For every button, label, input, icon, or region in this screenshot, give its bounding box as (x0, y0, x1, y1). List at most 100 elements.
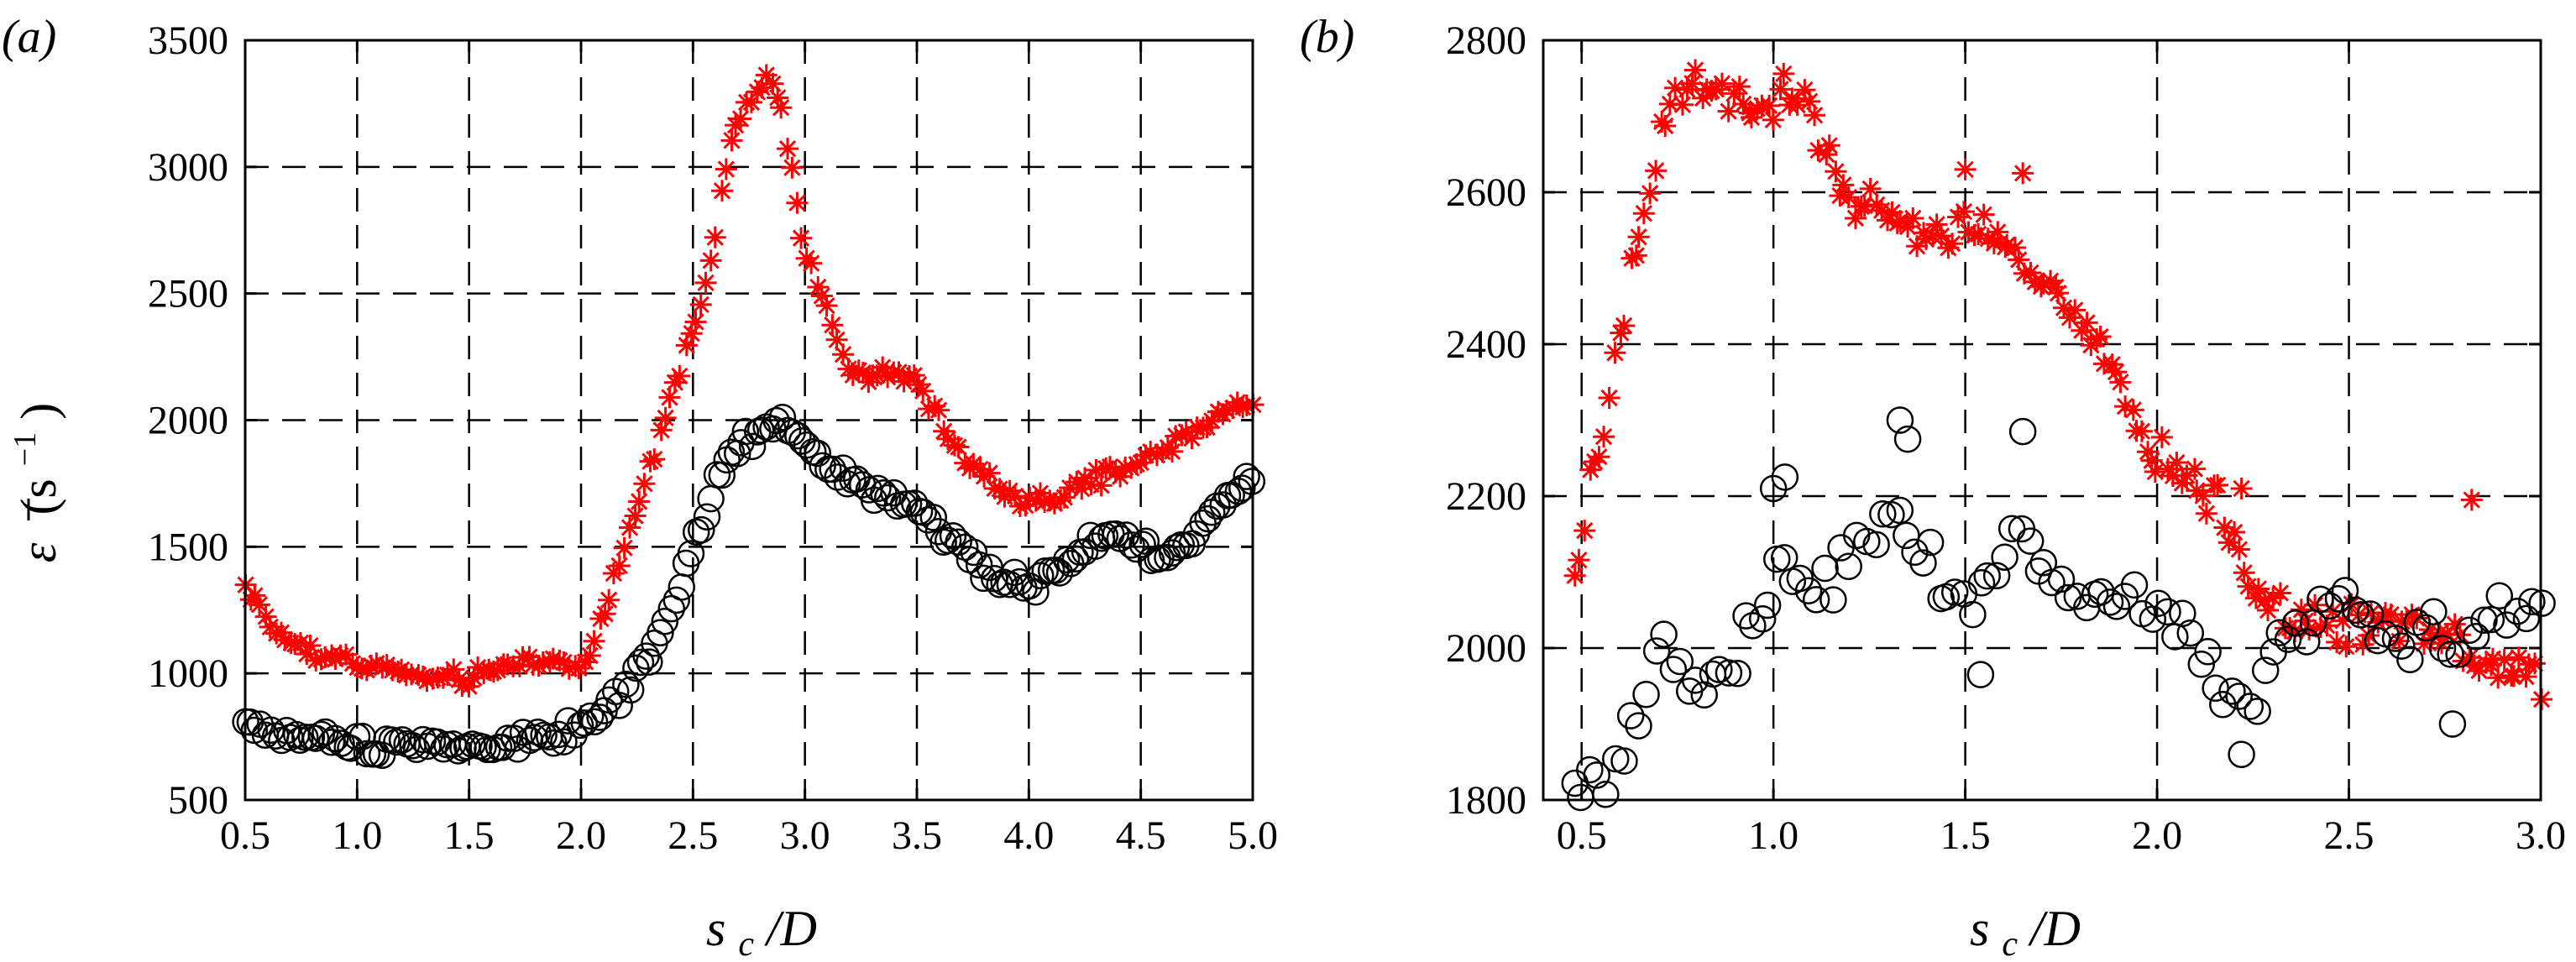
data-point-asterisk (1625, 244, 1647, 267)
data-point-circle (576, 702, 605, 730)
data-point-circle (636, 648, 663, 676)
data-point-asterisk (1818, 134, 1840, 157)
panel-a-ylabel-unit-exponent: −1 (8, 432, 43, 466)
data-point-asterisk (350, 657, 373, 680)
data-point-circle (1973, 562, 2001, 590)
data-point-circle (1739, 612, 1767, 640)
data-point-asterisk (2237, 575, 2259, 598)
data-point-circle (2144, 589, 2172, 617)
data-point-circle (1224, 477, 1253, 505)
data-point-circle (1724, 660, 1751, 688)
data-point-asterisk (274, 629, 296, 651)
data-point-circle (1118, 531, 1145, 559)
data-point-circle (1748, 604, 1777, 633)
data-point-circle (1982, 562, 2011, 590)
data-point-asterisk (1807, 139, 1830, 162)
data-point-asterisk (1877, 209, 1899, 232)
data-point-asterisk (2284, 620, 2306, 643)
y-tick-label: 2000 (1446, 626, 1526, 671)
data-point-asterisk (1129, 452, 1152, 474)
data-point-circle (1045, 559, 1074, 587)
data-point-circle (2438, 710, 2467, 738)
data-point-circle (1967, 568, 1996, 597)
data-point-circle (703, 461, 731, 489)
data-point-circle (1625, 712, 1652, 740)
data-point-asterisk (2487, 667, 2510, 689)
data-point-asterisk (903, 364, 925, 387)
data-point-asterisk (458, 675, 480, 698)
data-point-circle (688, 515, 715, 544)
data-point-circle (2016, 527, 2045, 555)
data-point-asterisk (887, 361, 910, 384)
data-point-circle (2120, 571, 2149, 599)
data-point-circle (343, 723, 371, 750)
data-point-circle (1666, 647, 1694, 676)
data-point-asterisk (1914, 227, 1937, 250)
data-point-asterisk (1588, 446, 1610, 468)
data-point-circle (672, 549, 700, 578)
data-point-asterisk (668, 364, 691, 387)
data-point-asterisk (2008, 248, 2030, 271)
data-point-circle (746, 416, 775, 444)
data-point-circle (2139, 605, 2167, 633)
data-point-asterisk (2294, 609, 2317, 632)
y-tick-label: 1500 (148, 525, 228, 569)
data-point-asterisk (847, 359, 870, 382)
panel-a-ylabel-unit-close: ) (11, 403, 66, 420)
data-point-asterisk (2052, 296, 2075, 319)
data-point-asterisk (1738, 102, 1761, 124)
data-point-asterisk (407, 664, 430, 687)
x-tick-label: 4.0 (1003, 813, 1054, 858)
data-point-circle (616, 676, 645, 704)
data-point-circle (2412, 614, 2440, 642)
data-point-circle (2047, 565, 2076, 593)
data-point-circle (2428, 635, 2457, 662)
data-point-asterisk (2191, 484, 2214, 507)
data-point-asterisk (496, 653, 519, 676)
x-tick-label: 1.5 (444, 813, 495, 858)
data-point-circle (677, 540, 705, 567)
data-point-circle (1886, 406, 1914, 434)
data-point-asterisk (807, 276, 830, 299)
data-point-asterisk (2076, 311, 2098, 334)
data-point-asterisk (463, 667, 485, 689)
data-point-asterisk (1563, 564, 1586, 587)
data-point-asterisk (1029, 482, 1051, 505)
data-point-circle (900, 489, 929, 517)
data-point-asterisk (762, 72, 784, 95)
data-point-asterisk (928, 399, 950, 421)
data-point-asterisk (988, 478, 1011, 500)
data-point-asterisk (1639, 182, 1662, 205)
data-point-asterisk (2309, 616, 2332, 639)
data-point-asterisk (2523, 652, 2546, 675)
data-point-circle (2029, 548, 2058, 577)
data-point-asterisk (1613, 314, 1636, 337)
x-tick-label: 2.5 (2324, 813, 2374, 858)
panel-a-y-tick-labels: 500 1000 1500 2000 2500 3000 3500 (148, 18, 228, 823)
data-point-asterisk (2316, 614, 2338, 637)
data-point-asterisk (1815, 144, 1838, 166)
data-point-asterisk (1654, 114, 1677, 137)
data-point-asterisk (2493, 648, 2516, 671)
data-point-circle (494, 724, 522, 752)
data-point-circle (580, 708, 609, 736)
data-point-circle (2316, 592, 2343, 620)
data-point-circle (2102, 593, 2131, 620)
panel-a-x-tick-labels: 0.5 1.0 1.5 2.0 2.5 3.0 3.5 4.0 4.5 5.0 (220, 813, 1278, 858)
data-point-circle (586, 703, 614, 731)
data-point-asterisk (2089, 325, 2112, 348)
y-tick-label: 3000 (148, 145, 228, 190)
data-point-asterisk (1658, 92, 1681, 115)
data-point-asterisk (699, 249, 722, 272)
data-point-circle (2169, 599, 2196, 628)
data-point-circle (2244, 698, 2271, 725)
data-point-circle (697, 484, 725, 513)
data-point-asterisk (1139, 441, 1162, 463)
data-point-asterisk (2443, 613, 2466, 635)
data-point-circle (2381, 625, 2410, 652)
data-point-asterisk (810, 285, 833, 307)
data-point-asterisk (1769, 78, 1792, 101)
data-point-circle (1650, 620, 1678, 648)
data-point-circle (1835, 552, 1862, 581)
